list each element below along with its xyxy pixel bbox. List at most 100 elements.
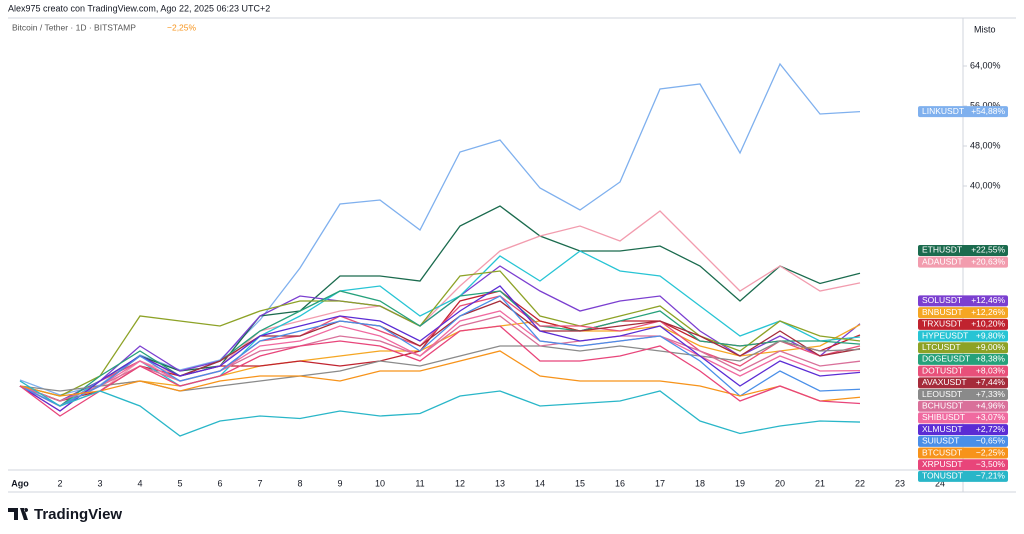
legend-label: LEOUSDT xyxy=(922,389,962,399)
y-tick-label: 48,00% xyxy=(970,140,1001,150)
value-label: +9,80% xyxy=(976,330,1006,340)
x-tick-label: 11 xyxy=(415,478,424,488)
x-tick-label: 19 xyxy=(735,478,745,488)
series-line xyxy=(19,62,861,396)
x-tick-label: 9 xyxy=(337,478,342,488)
x-tick-label: 12 xyxy=(455,478,465,488)
value-label: −3,50% xyxy=(976,459,1006,469)
legend-label: TRXUSDT xyxy=(922,319,962,329)
x-tick-label: 6 xyxy=(217,478,222,488)
end-label-bg xyxy=(918,470,1008,482)
end-label-bg xyxy=(918,318,1008,330)
x-tick-label: 23 xyxy=(895,478,905,488)
value-label: +22,55% xyxy=(971,245,1005,255)
end-label-bg xyxy=(918,106,1008,118)
value-label: −2,25% xyxy=(976,447,1006,457)
y-tick-label: 64,00% xyxy=(970,60,1001,70)
legend-label: BCHUSDT xyxy=(922,400,963,410)
x-tick-label: 10 xyxy=(375,478,385,488)
y-tick-label: 40,00% xyxy=(970,180,1001,190)
series-line xyxy=(19,380,861,437)
end-label-bg xyxy=(918,256,1008,268)
value-label: +4,96% xyxy=(976,400,1006,410)
end-label-bg xyxy=(918,307,1008,319)
logo-text: TradingView xyxy=(34,506,122,523)
legend-label: AVAXUSDT xyxy=(922,377,967,387)
value-label: +12,26% xyxy=(971,307,1005,317)
x-tick-label: 2 xyxy=(57,478,62,488)
end-label-bg xyxy=(918,447,1008,459)
legend-label: ETHUSDT xyxy=(922,245,962,255)
end-label-bg xyxy=(918,330,1008,342)
x-tick-label: 22 xyxy=(855,478,865,488)
value-label: +10,20% xyxy=(971,319,1005,329)
series-line xyxy=(19,315,861,402)
legend-label: BNBUSDT xyxy=(922,307,963,317)
end-label-bg xyxy=(918,353,1008,365)
end-label-bg xyxy=(918,377,1008,389)
chart-subtitle: −2,25% xyxy=(167,22,197,32)
logo: TradingView xyxy=(8,506,122,523)
value-label: −7,21% xyxy=(976,471,1006,481)
x-tick-label: 24 xyxy=(935,478,945,488)
x-tick-label: 15 xyxy=(575,478,585,488)
legend-label: DOGEUSDT xyxy=(922,354,970,364)
legend-label: DOTUSDT xyxy=(922,365,963,375)
value-label: +54,88% xyxy=(971,106,1005,116)
x-tick-label: 13 xyxy=(495,478,505,488)
y-tick-label: 56,00% xyxy=(970,100,1001,110)
series-line xyxy=(19,310,861,407)
legend-label: XLMUSDT xyxy=(922,424,963,434)
value-label: +7,44% xyxy=(976,377,1006,387)
series-line xyxy=(19,205,861,402)
series-line xyxy=(19,290,861,407)
end-label-bg xyxy=(918,459,1008,471)
end-label-bg xyxy=(918,424,1008,436)
end-label-bg xyxy=(918,295,1008,307)
x-tick-label: 14 xyxy=(535,478,545,488)
value-label: +7,33% xyxy=(976,389,1006,399)
value-label: +8,38% xyxy=(976,354,1006,364)
value-label: +8,03% xyxy=(976,365,1006,375)
scale-label: Misto xyxy=(974,24,996,34)
value-label: −0,65% xyxy=(976,436,1006,446)
legend-label: XRPUSDT xyxy=(922,459,963,469)
end-label-bg xyxy=(918,342,1008,354)
x-tick-label: 20 xyxy=(775,478,785,488)
legend-label: LINKUSDT xyxy=(922,106,964,116)
x-tick-label: 8 xyxy=(297,478,302,488)
series-line xyxy=(19,285,861,412)
series-line xyxy=(19,295,861,407)
x-tick-label: 7 xyxy=(257,478,262,488)
end-label-bg xyxy=(918,412,1008,424)
x-tick-label: 4 xyxy=(137,478,142,488)
x-tick-label: 18 xyxy=(695,478,705,488)
legend-label: SHIBUSDT xyxy=(922,412,965,422)
end-label-bg xyxy=(918,365,1008,377)
end-label-bg xyxy=(918,244,1008,256)
x-tick-label: 5 xyxy=(177,478,182,488)
end-label-bg xyxy=(918,389,1008,401)
legend-label: SUIUSDT xyxy=(922,436,959,446)
series-line xyxy=(19,350,861,402)
value-label: +12,46% xyxy=(971,295,1005,305)
end-label-bg xyxy=(918,435,1008,447)
value-label: +3,07% xyxy=(976,412,1006,422)
legend-label: TONUSDT xyxy=(922,471,963,481)
series-line xyxy=(19,210,861,407)
series-line xyxy=(19,325,861,417)
x-tick-label: 3 xyxy=(97,478,102,488)
legend-label: BTCUSDT xyxy=(922,447,962,457)
end-label-bg xyxy=(918,400,1008,412)
legend-label: SOLUSDT xyxy=(922,295,962,305)
x-tick-label: 21 xyxy=(815,478,825,488)
value-label: +2,72% xyxy=(976,424,1006,434)
legend-label: LTCUSDT xyxy=(922,342,961,352)
value-label: +9,00% xyxy=(976,342,1006,352)
value-label: +20,63% xyxy=(971,256,1005,266)
x-tick-label: Ago xyxy=(11,478,29,488)
x-tick-label: 17 xyxy=(655,478,665,488)
header: Alex975 creato con TradingView.com, Ago … xyxy=(8,3,270,13)
legend-label: HYPEUSDT xyxy=(922,330,968,340)
